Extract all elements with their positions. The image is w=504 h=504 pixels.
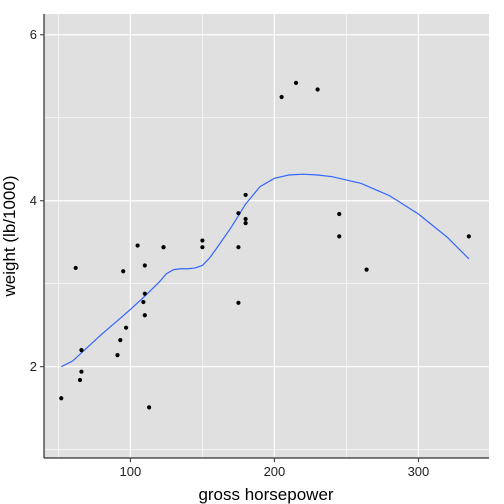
data-point [142,263,147,268]
data-point [236,300,241,305]
data-point [315,87,320,92]
data-point [293,80,299,85]
data-point [123,325,129,330]
data-point [337,234,342,239]
data-point [118,338,123,343]
data-point [200,245,205,250]
x-tick-label: 100 [120,464,142,479]
data-points [59,80,471,410]
data-point [121,269,126,274]
axes: 100 200 300 2 4 6 [30,14,489,479]
data-point [115,352,120,358]
smooth-line-layer [61,173,470,368]
data-point [279,94,284,100]
data-point [79,348,84,353]
data-point [161,245,166,250]
data-point [243,192,248,198]
y-tick-label: 4 [30,193,37,208]
data-point [77,377,83,383]
x-tick-label: 200 [264,464,286,479]
data-point [236,245,241,250]
data-point [59,396,64,401]
data-point [200,238,205,243]
y-axis-title: weight (lb/1000) [0,176,19,298]
y-tick-label: 6 [30,27,37,42]
smooth-line [61,173,470,368]
data-point [147,405,152,410]
data-point [243,221,248,226]
y-tick-label: 2 [30,359,37,374]
data-point [142,313,147,318]
data-point [466,234,471,239]
data-point [364,267,369,272]
x-axis-title: gross horsepower [198,485,333,504]
data-point [236,211,241,216]
data-point [142,291,147,296]
grid-lines [44,14,489,458]
panel-background [44,14,489,458]
data-point [337,211,342,217]
x-tick-label: 300 [408,464,430,479]
data-point [73,265,78,271]
data-point [141,299,146,305]
data-point [243,216,248,222]
data-point [135,243,140,248]
data-point [79,369,84,374]
